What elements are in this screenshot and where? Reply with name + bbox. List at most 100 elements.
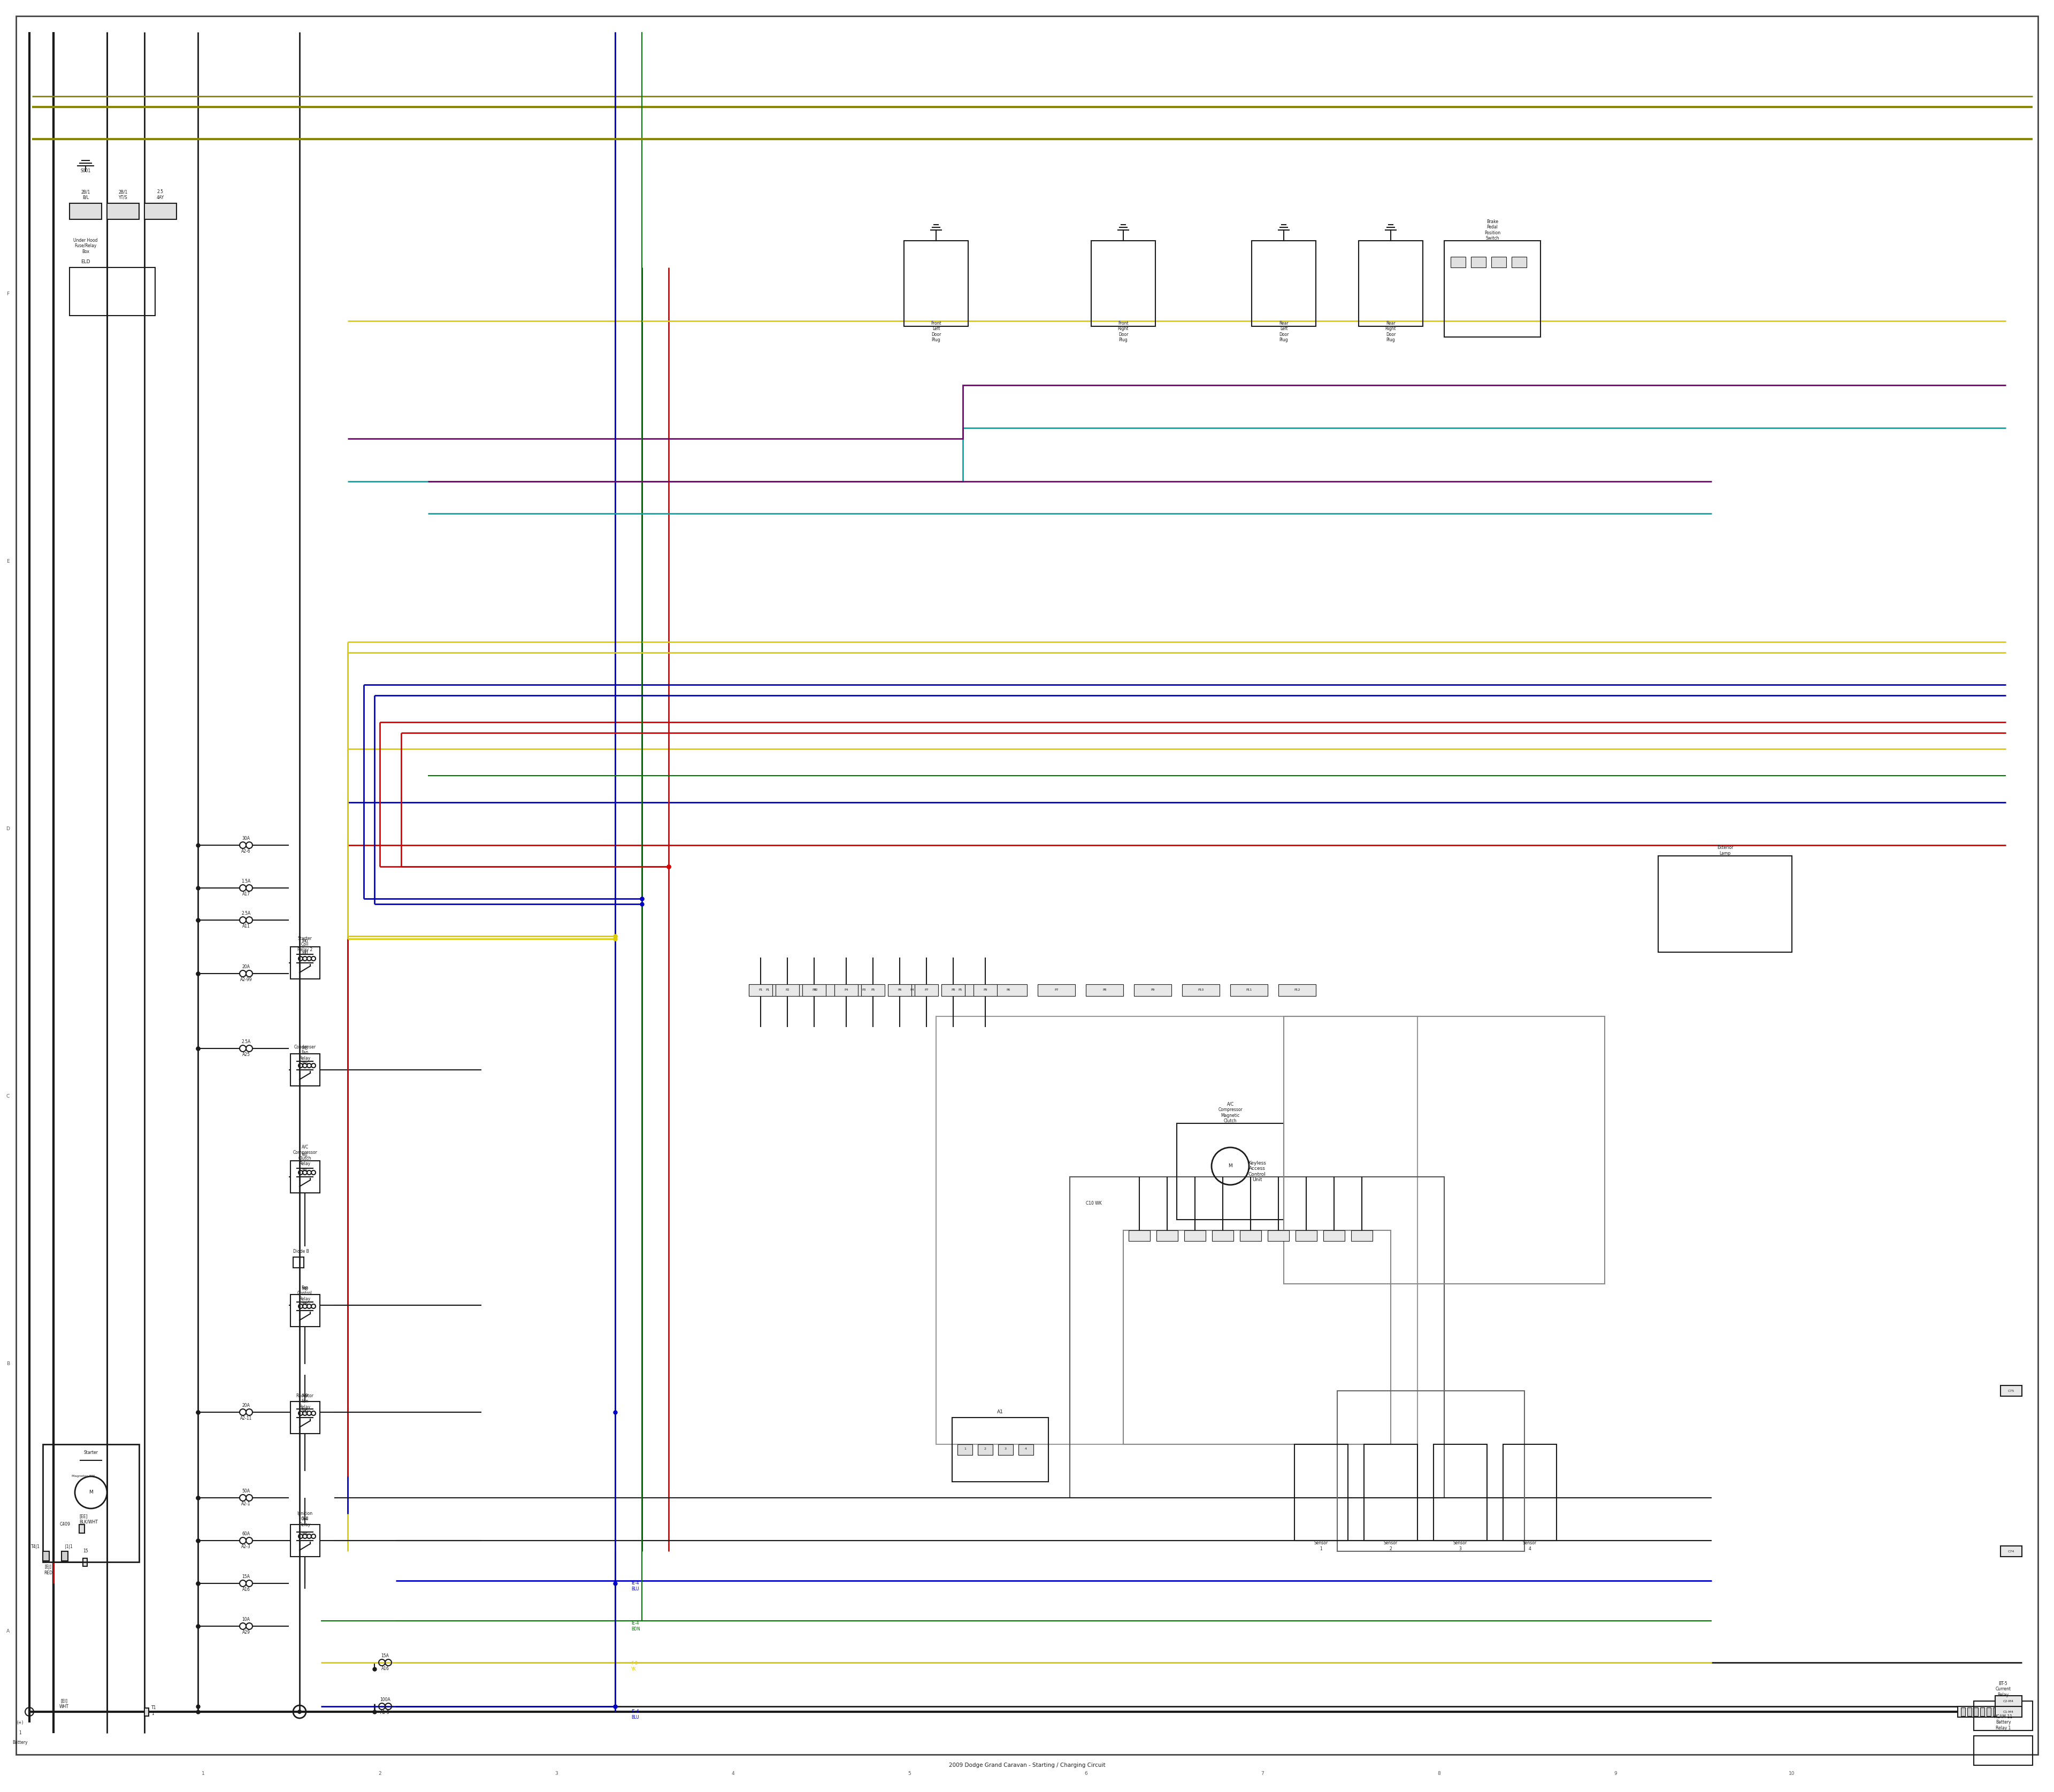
Text: 2B/1
YT/S: 2B/1 YT/S	[119, 190, 127, 201]
Text: 60A: 60A	[242, 1532, 251, 1536]
Text: Starter: Starter	[84, 1450, 99, 1455]
Text: Under Hood
Fuse/Relay
Box: Under Hood Fuse/Relay Box	[74, 238, 99, 254]
Text: C409: C409	[60, 1521, 70, 1527]
Bar	[70, 202, 101, 219]
Bar	[1994, 1695, 2021, 1706]
Text: |1|1: |1|1	[66, 1545, 72, 1550]
Text: P9: P9	[1150, 989, 1154, 991]
Text: A16: A16	[242, 1588, 251, 1593]
Text: M: M	[88, 1489, 92, 1495]
Bar	[1980, 1708, 1984, 1717]
Text: 3: 3	[555, 1770, 559, 1776]
Text: D: D	[6, 826, 10, 831]
Text: A2-11: A2-11	[240, 1416, 253, 1421]
Text: A/C
Compressor
Magnetic
Clutch: A/C Compressor Magnetic Clutch	[1218, 1102, 1243, 1124]
Text: Front
Right
Door
Plug: Front Right Door Plug	[1117, 321, 1130, 342]
Bar	[290, 1161, 320, 1193]
Text: A29: A29	[242, 1631, 251, 1634]
Bar	[1241, 1231, 1261, 1242]
Text: C10 WK: C10 WK	[1087, 1201, 1101, 1206]
Bar	[941, 984, 965, 996]
Text: 100A: 100A	[380, 1697, 390, 1702]
Bar	[2001, 1385, 2021, 1396]
Text: 10: 10	[1789, 1770, 1795, 1776]
Bar	[1968, 1708, 1972, 1717]
Bar	[1450, 256, 1467, 267]
Bar	[998, 1444, 1013, 1455]
Text: M8: M8	[302, 1301, 308, 1306]
Text: Rear
Right
Door
Plug: Rear Right Door Plug	[1384, 321, 1397, 342]
Text: P9: P9	[984, 989, 988, 991]
Text: Diode B: Diode B	[294, 1249, 308, 1254]
Text: ELD: ELD	[80, 260, 90, 265]
Text: 3: 3	[1004, 1448, 1006, 1450]
Text: A/C
Compressor
Clutch
Relay: A/C Compressor Clutch Relay	[292, 1145, 316, 1167]
Text: [EJ]
RED: [EJ] RED	[43, 1564, 53, 1575]
Text: 15A: 15A	[242, 1575, 251, 1579]
Text: Exterior
Lamp: Exterior Lamp	[1717, 846, 1734, 857]
Text: Magnetoc 5W: Magnetoc 5W	[72, 1475, 94, 1478]
Text: E: E	[6, 559, 10, 564]
Text: A11: A11	[242, 925, 251, 928]
Bar	[1352, 1231, 1372, 1242]
Text: M3: M3	[302, 1061, 308, 1066]
Text: M4: M4	[302, 1516, 308, 1521]
Text: Radiator
Fan
Relay: Radiator Fan Relay	[296, 1394, 314, 1410]
Text: 2: 2	[984, 1448, 986, 1450]
Text: 2: 2	[378, 1770, 382, 1776]
Bar	[957, 1444, 972, 1455]
Text: Front
Left
Door
Plug: Front Left Door Plug	[930, 321, 941, 342]
Text: IE-4
BLU: IE-4 BLU	[631, 1581, 639, 1591]
Bar	[1323, 1231, 1345, 1242]
Text: Brake
Pedal
Position
Switch: Brake Pedal Position Switch	[1485, 219, 1499, 240]
Text: 10A: 10A	[242, 1618, 251, 1622]
Text: A17: A17	[242, 892, 251, 896]
Bar	[974, 984, 996, 996]
Bar	[937, 1016, 1417, 1444]
Bar	[904, 240, 967, 326]
Text: 8: 8	[1438, 1770, 1440, 1776]
Text: 2.5A: 2.5A	[242, 912, 251, 916]
Text: [EI]
WHT: [EI] WHT	[60, 1699, 70, 1710]
Text: A25: A25	[242, 1052, 251, 1057]
Bar	[1504, 1444, 1557, 1541]
Bar	[144, 202, 177, 219]
Bar	[844, 984, 883, 996]
Bar	[1087, 984, 1124, 996]
Text: M3: M3	[302, 1047, 308, 1050]
Text: Ignition
Coil
Relay: Ignition Coil Relay	[298, 1511, 312, 1527]
Bar	[1124, 1231, 1391, 1444]
Text: M1: M1	[302, 1152, 308, 1158]
Text: 4: 4	[731, 1770, 735, 1776]
Text: B: B	[6, 1362, 10, 1367]
Bar	[776, 984, 799, 996]
Text: M9: M9	[302, 1410, 308, 1414]
Text: Fan
Control
Relay: Fan Control Relay	[298, 1285, 312, 1301]
Text: A1-5: A1-5	[380, 1710, 390, 1715]
Text: P8: P8	[1103, 989, 1107, 991]
Bar	[797, 984, 834, 996]
Text: IE-4
BDN: IE-4 BDN	[631, 1622, 641, 1631]
Text: M0: M0	[302, 939, 308, 944]
Text: 1: 1	[18, 1731, 23, 1736]
Bar	[1986, 1708, 1990, 1717]
Bar	[290, 1401, 320, 1434]
Text: P10: P10	[1197, 989, 1204, 991]
Text: P4: P4	[844, 989, 848, 991]
Bar	[1471, 256, 1485, 267]
Bar	[1992, 1708, 1996, 1717]
Bar	[1337, 1391, 1524, 1552]
Bar	[1278, 984, 1317, 996]
Bar	[750, 984, 787, 996]
Text: M0: M0	[302, 952, 308, 955]
Text: 6: 6	[1085, 1770, 1087, 1776]
Text: M4: M4	[302, 1532, 308, 1536]
Text: M8: M8	[302, 1287, 308, 1292]
Text: Battery: Battery	[12, 1740, 29, 1745]
Text: 2B/1
B/L: 2B/1 B/L	[80, 190, 90, 201]
Bar	[1294, 1444, 1347, 1541]
Text: P1: P1	[766, 989, 770, 991]
Bar	[294, 1256, 304, 1267]
Text: M1: M1	[302, 1168, 308, 1172]
Text: P5: P5	[957, 989, 961, 991]
